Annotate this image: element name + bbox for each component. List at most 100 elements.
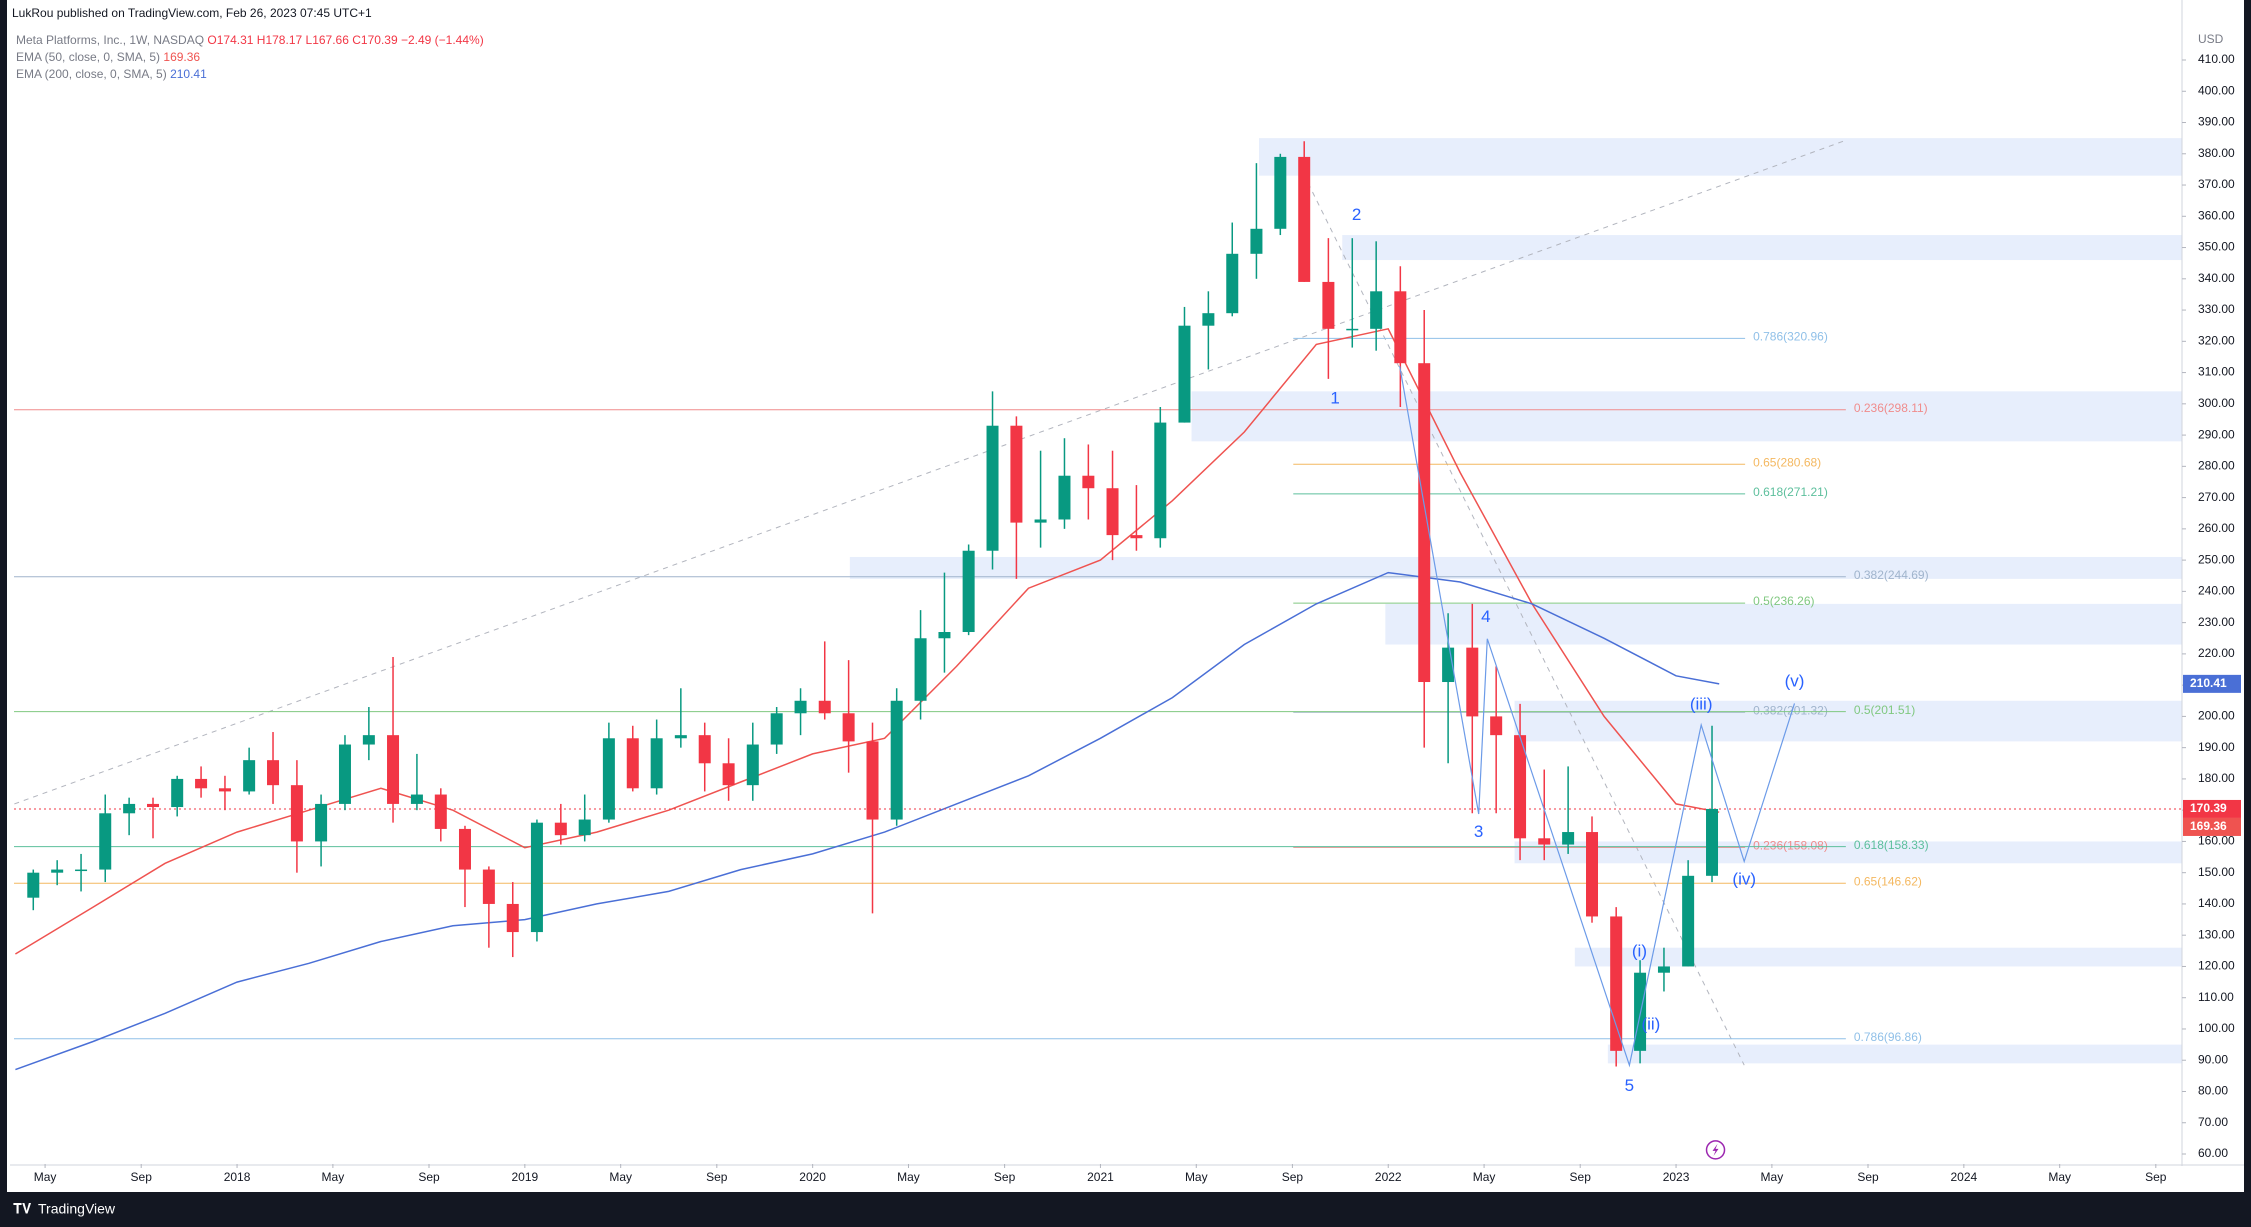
fib-label: 0.382(201.32) (1753, 703, 1828, 717)
wave-label: (iii) (1690, 694, 1713, 713)
zone (1342, 235, 2182, 261)
candle-body (794, 700, 807, 714)
legend-symbol: Meta Platforms, Inc., 1W, NASDAQ (16, 33, 204, 47)
candle-body (51, 869, 64, 873)
candle-body (75, 869, 88, 872)
plot-layer: 0.786(320.96) 0.236(298.11) 0.65(280.68) 0.… (14, 138, 2182, 1160)
candle-body (27, 872, 40, 898)
candle-body (602, 738, 615, 820)
candle-body (1058, 475, 1071, 520)
fib-label: 0.382(244.69) (1854, 568, 1929, 582)
y-tick-label: 130.00 (2198, 927, 2235, 941)
fib-label: 0.5(236.26) (1753, 594, 1814, 608)
candle-body (890, 700, 903, 820)
candle-body (1562, 832, 1575, 845)
candle-body (434, 794, 447, 829)
price-badge-label: 169.36 (2190, 819, 2227, 833)
footer-brand: TradingView (38, 1201, 116, 1217)
candle-body (1370, 291, 1383, 329)
zone (1514, 841, 2182, 864)
candle-body (362, 735, 375, 745)
x-tick-label: May (34, 1170, 57, 1184)
y-tick-label: 370.00 (2198, 177, 2235, 191)
fib-label: 0.236(158.08) (1753, 839, 1828, 853)
wave-label: 4 (1481, 607, 1490, 626)
candle-body (1586, 832, 1599, 917)
price-badge-label: 210.41 (2190, 676, 2227, 690)
candle-body (770, 713, 783, 745)
legend-close: C170.39 (352, 33, 398, 47)
zone (1259, 138, 2182, 176)
footer-logo-mark: 𝐓𝐕 (13, 1201, 31, 1217)
candle-body (506, 903, 519, 933)
candle-body (1130, 535, 1143, 539)
candle-body (1322, 281, 1335, 329)
candle-body (290, 785, 303, 842)
event-icon (1705, 1140, 1726, 1160)
candle-body (626, 738, 639, 789)
fib-label: 0.65(146.62) (1854, 874, 1922, 888)
candle-body (1010, 425, 1023, 523)
y-tick-label: 270.00 (2198, 490, 2235, 504)
y-tick-label: 80.00 (2198, 1084, 2228, 1098)
y-tick-label: 300.00 (2198, 396, 2235, 410)
y-tick-label: 90.00 (2198, 1052, 2228, 1066)
fib-label: 0.65(280.68) (1753, 455, 1821, 469)
wave-label: (v) (1785, 671, 1805, 690)
candle-body (123, 803, 136, 814)
price-badge (2183, 799, 2241, 818)
legend-change: −2.49 (−1.44%) (401, 33, 484, 47)
x-tick-label: Sep (706, 1170, 728, 1184)
wave-label: 2 (1352, 205, 1361, 224)
candle-body (722, 763, 735, 786)
candle-body (195, 778, 208, 789)
y-tick-label: 280.00 (2198, 459, 2235, 473)
legend-high: H178.17 (257, 33, 303, 47)
legend-ema200-name: EMA (200, close, 0, SMA, 5) (16, 67, 167, 81)
x-tick-label: May (1761, 1170, 1784, 1184)
y-tick-label: 120.00 (2198, 959, 2235, 973)
legend-ema200: EMA (200, close, 0, SMA, 5) 210.41 (16, 67, 207, 81)
wave-label: (ii) (1641, 1014, 1660, 1033)
candle-body (99, 813, 112, 870)
wave-label: 5 (1625, 1076, 1634, 1095)
y-tick-label: 330.00 (2198, 302, 2235, 316)
x-tick-label: May (322, 1170, 345, 1184)
wave-path (1399, 365, 1796, 1068)
x-tick-label: Sep (418, 1170, 440, 1184)
y-tick-label: 290.00 (2198, 427, 2235, 441)
x-tick-label: Sep (1570, 1170, 1592, 1184)
candle-body (458, 828, 471, 870)
fib-label: 0.786(96.86) (1854, 1030, 1922, 1044)
fib-label: 0.618(158.33) (1854, 838, 1929, 852)
trend-line (1298, 164, 1745, 1066)
header-text: LukRou published on TradingView.com, Feb… (12, 6, 372, 20)
candle-body (1226, 253, 1239, 314)
fib-label: 0.5(201.51) (1854, 703, 1915, 717)
y-tick-label: 240.00 (2198, 584, 2235, 598)
x-tick-label: Sep (1857, 1170, 1879, 1184)
candle-body (530, 822, 543, 933)
candle-body (842, 713, 855, 742)
candle-body (674, 735, 687, 739)
candle-body (1538, 838, 1551, 845)
candle-body (1250, 228, 1263, 254)
zone (849, 556, 2182, 579)
candle-body (914, 638, 927, 701)
x-tick-label: 2019 (511, 1170, 538, 1184)
wave-label: 1 (1330, 389, 1339, 408)
candle-body (1706, 808, 1719, 876)
fib-label: 0.618(271.21) (1753, 485, 1828, 499)
x-tick-label: May (1473, 1170, 1496, 1184)
candle-body (243, 760, 256, 792)
currency-label: USD (2198, 32, 2224, 46)
legend-ema50-value: 169.36 (163, 50, 200, 64)
candle-body (482, 869, 495, 904)
candle-body (1682, 875, 1695, 967)
candle-body (650, 738, 663, 789)
candle-body (410, 794, 423, 804)
y-tick-label: 220.00 (2198, 646, 2235, 660)
legend-ema200-value: 210.41 (170, 67, 207, 81)
